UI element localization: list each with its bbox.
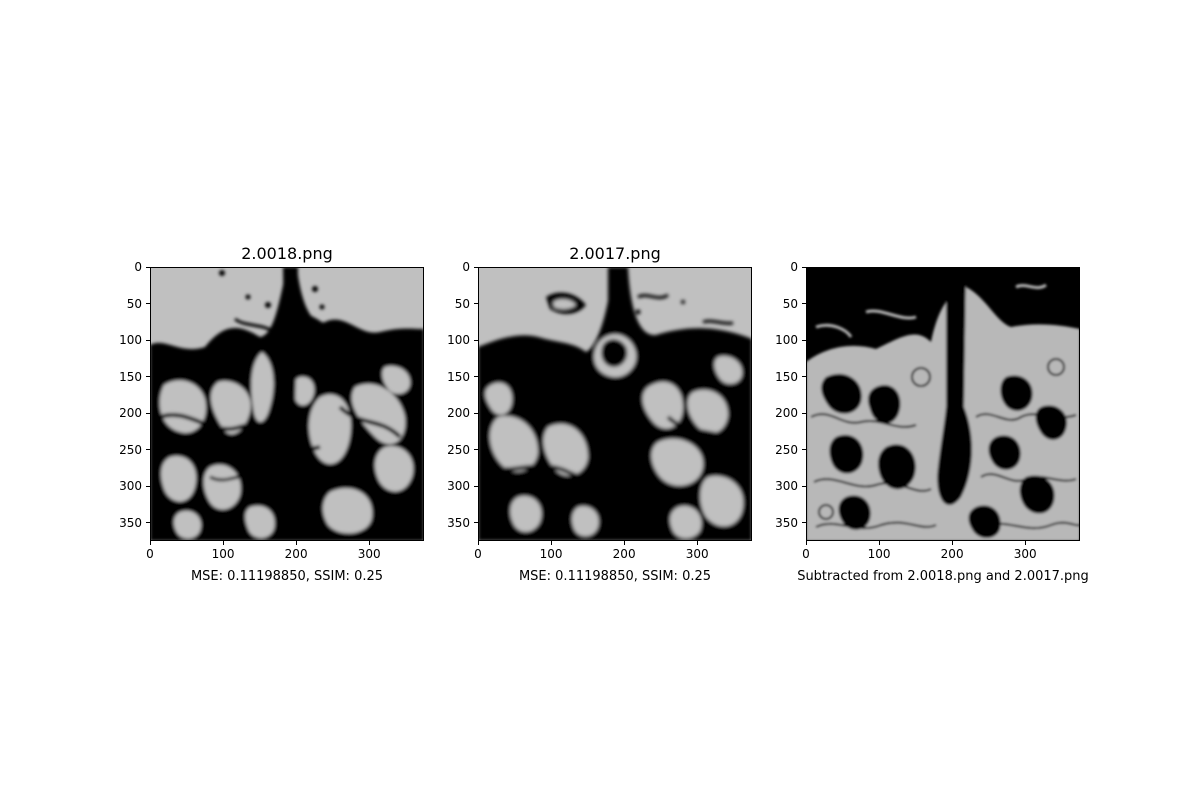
- panel-1-image: [150, 267, 424, 541]
- panel-3-xlabel: Subtracted from 2.0018.png and 2.0017.pn…: [797, 569, 1089, 584]
- y-tick-mark: [146, 485, 150, 487]
- y-tick-label: 200: [119, 406, 142, 421]
- y-tick-mark: [146, 376, 150, 378]
- y-tick-mark: [802, 412, 806, 414]
- panel-3-image-svg: [806, 267, 1080, 541]
- panel-1-title: 2.0018.png: [241, 244, 333, 263]
- y-tick-label: 200: [775, 406, 798, 421]
- y-tick-mark: [474, 412, 478, 414]
- y-tick-mark: [146, 412, 150, 414]
- panel-2-image: [478, 267, 752, 541]
- y-tick-mark: [474, 376, 478, 378]
- y-tick-mark: [474, 485, 478, 487]
- y-tick-label: 50: [126, 296, 142, 311]
- x-tick-mark: [222, 541, 224, 545]
- y-tick-label: 0: [462, 260, 470, 274]
- x-tick-mark: [878, 541, 880, 545]
- y-tick-label: 350: [775, 515, 798, 530]
- y-tick-label: 100: [119, 333, 142, 348]
- panel-2-title: 2.0017.png: [569, 244, 661, 263]
- y-tick-label: 300: [447, 479, 470, 494]
- y-tick-label: 300: [119, 479, 142, 494]
- panel-2-xlabel: MSE: 0.11198850, SSIM: 0.25: [518, 569, 712, 584]
- panel-1-xlabel: MSE: 0.11198850, SSIM: 0.25: [190, 569, 384, 584]
- panel-3-image: [806, 267, 1080, 541]
- y-tick-mark: [802, 376, 806, 378]
- x-tick-label: 0: [802, 547, 810, 561]
- x-tick-mark: [295, 541, 297, 545]
- x-tick-label: 0: [146, 547, 154, 561]
- y-tick-mark: [146, 339, 150, 341]
- y-tick-label: 0: [790, 260, 798, 274]
- x-tick-mark: [1024, 541, 1026, 545]
- x-tick-mark: [368, 541, 370, 545]
- y-tick-label: 350: [447, 515, 470, 530]
- x-tick-label: 100: [539, 547, 563, 561]
- y-tick-label: 350: [119, 515, 142, 530]
- y-tick-mark: [474, 339, 478, 341]
- y-tick-mark: [802, 485, 806, 487]
- x-tick-label: 200: [940, 547, 964, 561]
- x-tick-label: 100: [211, 547, 235, 561]
- y-tick-label: 250: [775, 442, 798, 457]
- x-tick-label: 100: [867, 547, 891, 561]
- x-tick-label: 200: [284, 547, 308, 561]
- x-tick-label: 300: [1013, 547, 1037, 561]
- y-tick-mark: [474, 266, 478, 268]
- x-tick-mark: [696, 541, 698, 545]
- y-tick-mark: [146, 303, 150, 305]
- x-tick-mark: [550, 541, 552, 545]
- y-tick-label: 50: [782, 296, 798, 311]
- y-tick-mark: [802, 339, 806, 341]
- x-tick-label: 300: [357, 547, 381, 561]
- y-tick-label: 100: [775, 333, 798, 348]
- y-tick-mark: [802, 522, 806, 524]
- x-tick-label: 0: [474, 547, 482, 561]
- y-tick-mark: [802, 266, 806, 268]
- y-tick-mark: [802, 449, 806, 451]
- x-tick-label: 300: [685, 547, 709, 561]
- panel-1-image-svg: [150, 267, 424, 541]
- y-tick-label: 150: [119, 369, 142, 384]
- y-tick-mark: [802, 303, 806, 305]
- y-tick-mark: [474, 303, 478, 305]
- x-tick-mark: [805, 541, 807, 545]
- panel-2-image-svg: [478, 267, 752, 541]
- y-tick-label: 300: [775, 479, 798, 494]
- y-tick-mark: [146, 522, 150, 524]
- y-tick-label: 200: [447, 406, 470, 421]
- y-tick-label: 0: [134, 260, 142, 274]
- y-tick-mark: [146, 449, 150, 451]
- x-tick-mark: [951, 541, 953, 545]
- y-tick-mark: [474, 522, 478, 524]
- y-tick-label: 150: [447, 369, 470, 384]
- y-tick-label: 250: [119, 442, 142, 457]
- y-tick-label: 150: [775, 369, 798, 384]
- y-tick-label: 100: [447, 333, 470, 348]
- y-tick-label: 50: [454, 296, 470, 311]
- y-tick-mark: [146, 266, 150, 268]
- y-tick-label: 250: [447, 442, 470, 457]
- x-tick-mark: [149, 541, 151, 545]
- y-tick-mark: [474, 449, 478, 451]
- x-tick-mark: [477, 541, 479, 545]
- x-tick-mark: [623, 541, 625, 545]
- x-tick-label: 200: [612, 547, 636, 561]
